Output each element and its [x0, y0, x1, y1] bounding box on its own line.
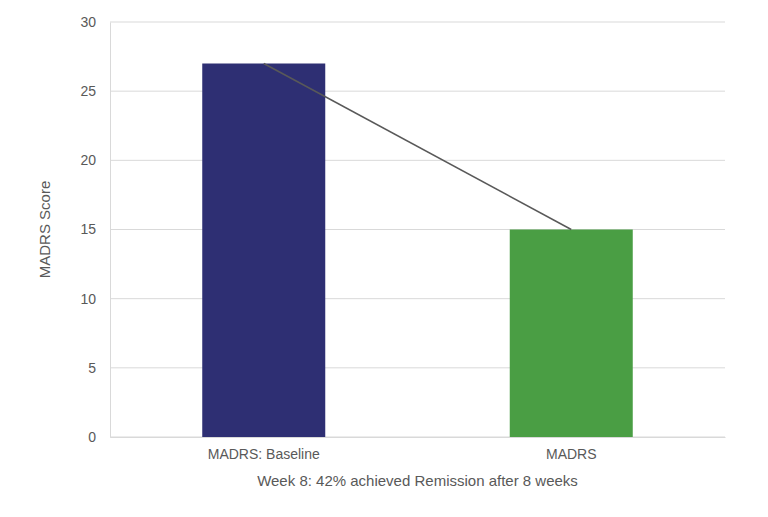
y-tick-label: 0 — [88, 429, 96, 445]
y-axis-title: MADRS Score — [36, 181, 53, 279]
grid — [110, 22, 725, 437]
y-tick-label: 25 — [80, 83, 96, 99]
bar-series — [202, 64, 633, 438]
marks — [202, 64, 633, 438]
x-axis-title: Week 8: 42% achieved Remission after 8 w… — [257, 472, 578, 489]
bar — [510, 230, 633, 438]
plot-area: 0 5 10 15 20 25 30 MADRS: Baseline MADRS — [80, 14, 725, 462]
x-tick: MADRS: Baseline — [208, 437, 320, 462]
chart: 0 5 10 15 20 25 30 MADRS: Baseline MADRS MADRS Sc… — [0, 0, 768, 517]
grid-line — [110, 22, 725, 23]
y-tick: 30 — [80, 14, 110, 30]
y-tick: 20 — [80, 152, 110, 168]
y-tick: 15 — [80, 221, 110, 237]
x-axis: MADRS: Baseline MADRS — [111, 437, 726, 462]
y-tick: 10 — [80, 291, 110, 307]
y-tick: 0 — [88, 429, 110, 445]
y-tick-label: 15 — [80, 221, 96, 237]
x-tick-label: MADRS: Baseline — [208, 446, 320, 462]
y-axis-line — [110, 23, 111, 438]
bar — [202, 64, 325, 438]
x-tick: MADRS — [546, 437, 597, 462]
y-tick-label: 20 — [80, 152, 96, 168]
y-tick-label: 30 — [80, 14, 96, 30]
y-tick: 25 — [80, 83, 110, 99]
y-axis: 0 5 10 15 20 25 30 — [80, 14, 110, 445]
line — [264, 64, 572, 230]
x-tick-label: MADRS — [546, 446, 597, 462]
y-tick-label: 5 — [88, 360, 96, 376]
x-axis-line — [111, 437, 726, 438]
y-tick-label: 10 — [80, 291, 96, 307]
y-tick: 5 — [88, 360, 110, 376]
